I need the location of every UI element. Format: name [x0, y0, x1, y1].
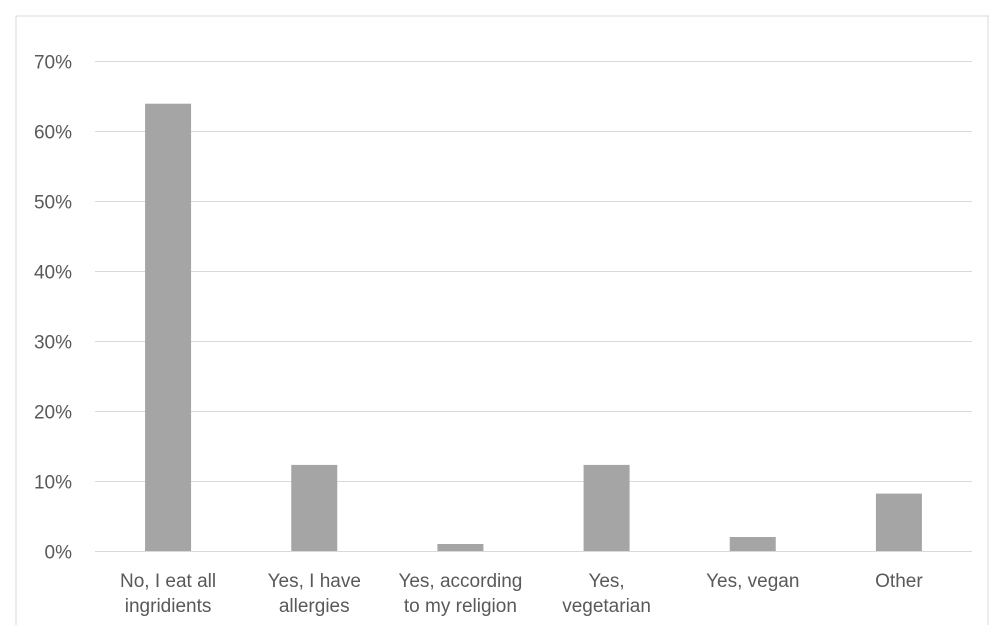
y-tick-label: 20%: [34, 403, 72, 424]
x-category-label-line: Yes, vegan: [706, 571, 799, 592]
x-category-label-line: allergies: [279, 596, 350, 617]
x-category-label: No, I eat all ingridients: [120, 571, 216, 617]
bar: [583, 464, 630, 551]
bar: [875, 493, 922, 551]
y-tick-label: 60%: [34, 123, 72, 144]
x-category-label-line: ingridients: [125, 596, 212, 617]
x-category-label-line: Other: [875, 571, 923, 592]
x-category-label: Yes, I have allergies: [268, 571, 361, 617]
x-category-label: Yes, according to my religion: [398, 571, 522, 617]
y-tick-label: 50%: [34, 193, 72, 214]
x-category-label-line: Yes, I have: [268, 571, 361, 592]
x-category-label-line: Yes, according: [398, 571, 522, 592]
x-category-label: Other: [875, 571, 923, 592]
y-tick-label: 40%: [34, 263, 72, 284]
bar: [437, 544, 484, 551]
x-category-label-line: to my religion: [404, 596, 517, 617]
x-axis-category-labels: No, I eat all ingridients Yes, I have aller…: [120, 571, 923, 617]
x-category-label-line: No, I eat all: [120, 571, 216, 592]
y-axis-tick-labels: 0% 10% 20% 30% 40% 50% 60% 70%: [34, 53, 72, 564]
chart-border: [15, 15, 989, 625]
bar: [729, 537, 776, 551]
bars: [145, 103, 922, 551]
gridlines: [95, 61, 972, 482]
bar: [291, 464, 338, 551]
x-category-label: Yes, vegetarian: [562, 571, 651, 617]
y-tick-label: 10%: [34, 473, 72, 494]
y-tick-label: 30%: [34, 333, 72, 354]
x-category-label: Yes, vegan: [706, 571, 799, 592]
y-tick-label: 0%: [45, 543, 73, 564]
x-category-label-line: vegetarian: [562, 596, 651, 617]
x-category-label-line: Yes,: [588, 571, 624, 592]
y-tick-label: 70%: [34, 53, 72, 74]
bar: [145, 103, 192, 551]
